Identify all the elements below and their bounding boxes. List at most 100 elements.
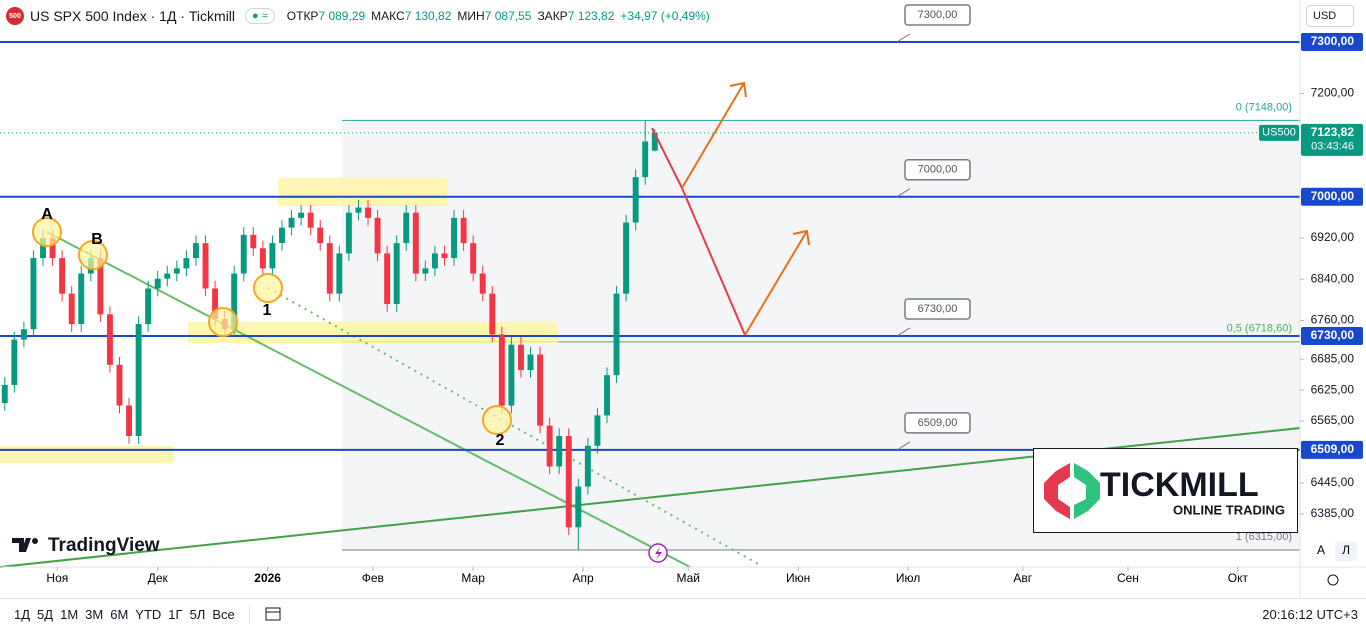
candle-body (59, 258, 66, 294)
level-axis-tag (1301, 32, 1363, 51)
candle-body (556, 436, 563, 467)
callout-connector (896, 441, 911, 451)
range-button[interactable]: 1М (60, 606, 79, 622)
projection-arrow (681, 82, 745, 189)
x-tick-label: 2026 (254, 571, 281, 585)
candle-body (1, 384, 8, 403)
ohlc-key: ЗАКР (537, 9, 568, 23)
y-tick-label: 6760,00 (1311, 313, 1355, 327)
range-button[interactable]: 5Д (37, 606, 54, 622)
candle-body (374, 217, 381, 254)
y-tick-label: 7200,00 (1311, 86, 1355, 100)
circle-marker (482, 405, 512, 435)
candle-body (365, 207, 371, 218)
currency-select[interactable]: USD (1306, 5, 1354, 27)
arrow-head (792, 229, 810, 246)
candle-body (231, 273, 238, 330)
trend-line (46, 231, 691, 568)
candle-body (240, 234, 247, 274)
level-axis-label: 6730,00 (1311, 328, 1355, 342)
callout-box (904, 158, 971, 181)
scale-auto-button[interactable] (1311, 541, 1331, 561)
candle-body (537, 354, 544, 426)
date-range-icon[interactable] (248, 604, 282, 624)
level-axis-tag (1301, 326, 1363, 345)
candle-body (259, 248, 266, 269)
y-tick-label: 6840,00 (1311, 271, 1355, 285)
candle-body (345, 212, 352, 254)
status-pill[interactable]: ● ≈ (245, 8, 275, 24)
calendar-icon (265, 607, 281, 620)
range-button[interactable]: YTD (135, 606, 162, 622)
fib-label: 0,5 (6718,60) (1227, 323, 1292, 335)
legend-header: 500 US SPX 500 Index · 1Д · Tickmill ● ≈… (6, 6, 712, 26)
candle-body (192, 243, 199, 259)
tickmill-logo-art: TICKMILL ONLINE TRADING (1044, 463, 1285, 519)
circle-marker (32, 217, 62, 247)
candle-body (508, 344, 515, 406)
range-button[interactable]: 6М (110, 606, 129, 622)
circle-marker (253, 273, 283, 303)
callout-label: 6730,00 (918, 303, 958, 315)
candle-body (489, 293, 496, 335)
candle-body (393, 243, 400, 304)
candle-body (517, 344, 524, 370)
scale-log[interactable]: Л (1342, 543, 1350, 557)
settings-icon[interactable] (1327, 574, 1339, 586)
callout-connector (896, 188, 911, 198)
ohlc-value: 7 130,82 (404, 9, 452, 23)
symbol-icon: 500 (6, 7, 24, 25)
candle-body (384, 253, 391, 304)
candle-body (250, 234, 257, 249)
x-tick-label: Окт (1228, 571, 1249, 585)
range-button[interactable]: 1Д (14, 606, 31, 622)
symbol-name[interactable]: US SPX 500 Index · 1Д · Tickmill (30, 8, 236, 24)
candle-body (498, 334, 505, 406)
tv-glyph (32, 538, 38, 544)
drawings (0, 178, 1301, 568)
scale-auto[interactable]: A (1317, 543, 1325, 557)
level-axis-tag (1301, 440, 1363, 459)
candle-body (106, 314, 113, 365)
range-button[interactable]: 1Г (168, 606, 183, 622)
zone-box (188, 322, 558, 343)
annotations: A B 1 2 (32, 81, 810, 563)
price-axis-tag (1301, 123, 1363, 156)
candle-body (623, 222, 630, 294)
candle-body (173, 268, 180, 274)
candle-body (460, 217, 467, 244)
range-button[interactable]: 5Л (189, 606, 206, 622)
y-tick-label: 6385,00 (1311, 506, 1355, 520)
callout-label: 7300,00 (918, 9, 958, 21)
candle-body (135, 324, 142, 437)
x-tick-label: Апр (572, 571, 594, 585)
candle-body (78, 273, 85, 325)
ohlc-value: 7 123,82 (567, 9, 615, 23)
broker-tagline: ONLINE TRADING (1173, 502, 1285, 517)
candle-body (546, 425, 553, 467)
candle-body (202, 243, 209, 289)
x-tick-label: Сен (1117, 571, 1139, 585)
candle-body (40, 237, 46, 259)
scale-log-button[interactable] (1335, 541, 1357, 561)
x-tick-label: Мар (461, 571, 485, 585)
x-tick-label: Авг (1013, 571, 1032, 585)
tradingview-logo: TradingView (12, 535, 160, 556)
range-button[interactable]: 3М (85, 606, 104, 622)
annotation-label: 1 (263, 302, 272, 319)
projection-arrow (744, 230, 808, 336)
annotation-label: A (41, 206, 53, 223)
candle-body (298, 212, 305, 218)
callout-connector (896, 327, 911, 337)
candle-body (116, 364, 123, 406)
range-button[interactable]: Все (212, 606, 235, 622)
change-value: +34,97 (+0,49%) (620, 9, 710, 23)
trend-line (267, 287, 761, 566)
candle-body (431, 253, 438, 269)
chart: 0 (7148,00) 0,5 (6718,60) 1 (6315,00) 7300… (0, 0, 1366, 598)
candle-body (317, 227, 324, 244)
candle-body (422, 268, 429, 274)
candle-body (403, 212, 410, 244)
logo-mark (1044, 463, 1070, 519)
